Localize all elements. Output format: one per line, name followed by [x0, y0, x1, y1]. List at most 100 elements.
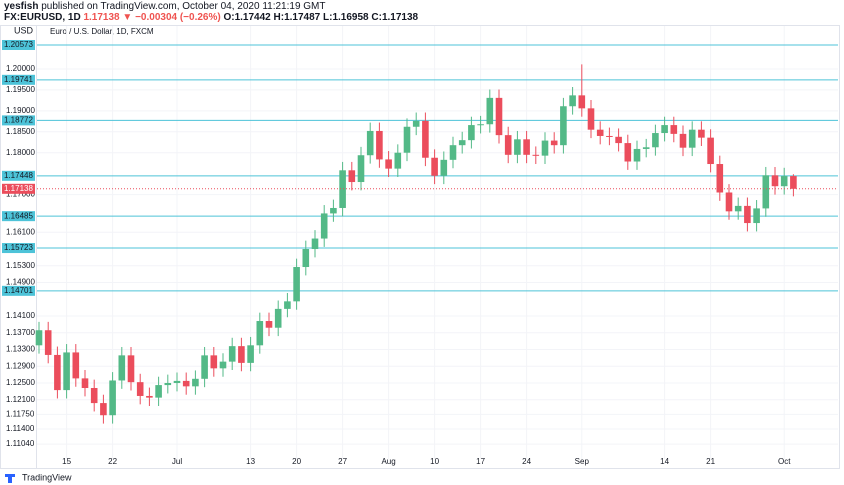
candle-body: [63, 352, 70, 391]
candle-body: [311, 238, 319, 250]
ohlc-close: C:1.17138: [371, 12, 419, 23]
candle-body: [302, 249, 310, 268]
level-label: 1.19741: [4, 75, 33, 84]
y-tick-label: 1.16100: [6, 227, 35, 236]
published: published on TradingView.com, October 04…: [41, 1, 326, 12]
y-tick-label: 1.18500: [6, 127, 35, 136]
candle-body: [72, 352, 80, 379]
x-tick-label: 24: [522, 457, 531, 466]
candle-body: [182, 380, 190, 387]
candle-body: [54, 354, 61, 391]
candle-body: [366, 130, 374, 156]
candle-body: [284, 301, 291, 309]
x-tick-label: Sep: [575, 457, 590, 466]
brand: TradingView: [22, 472, 72, 482]
last-price-label: 1.17138: [4, 184, 33, 193]
candle-body: [431, 157, 438, 176]
candle-body: [587, 108, 595, 130]
candle-body: [440, 159, 448, 176]
candle-body: [762, 175, 770, 209]
candle-body: [661, 125, 668, 134]
axis-currency: USD: [14, 25, 34, 35]
y-tick-label: 1.19000: [6, 106, 35, 115]
x-tick-label: Oct: [778, 457, 791, 466]
candle-body: [155, 385, 162, 398]
candle-body: [394, 152, 402, 169]
x-tick-label: 17: [476, 457, 485, 466]
candle-body: [495, 97, 503, 136]
x-tick-label: 20: [292, 457, 301, 466]
last-price-box: [2, 183, 35, 194]
x-tick-label: 21: [706, 457, 715, 466]
candle-body: [458, 140, 466, 146]
candle-body: [725, 192, 733, 212]
candle-body: [642, 147, 650, 149]
x-tick-label: 10: [430, 457, 439, 466]
ohlc-low: L:1.16958: [323, 12, 369, 23]
y-tick-label: 1.18000: [6, 148, 35, 157]
candle-body: [146, 395, 153, 398]
y-tick-label: 1.11040: [6, 439, 35, 448]
x-tick-label: 27: [338, 457, 347, 466]
y-tick-label: 1.12100: [6, 395, 35, 404]
candle-body: [293, 267, 300, 302]
chart-frame: [0, 25, 840, 469]
last-price: 1.17138: [83, 12, 120, 23]
candle-body: [532, 154, 540, 156]
candle-body: [118, 355, 126, 381]
candle-body: [550, 140, 558, 146]
candle-body: [606, 135, 613, 137]
quote-line: FX:EURUSD, 1D 1.17138 ▼ −0.00304 (−0.26%…: [4, 12, 418, 23]
chart-title: Euro / U.S. Dollar, 1D, FXCM: [50, 27, 154, 36]
y-tick-label: 1.14900: [6, 278, 35, 287]
candle-body: [560, 106, 567, 146]
y-tick-label: 1.13300: [6, 345, 35, 354]
candle-body: [578, 95, 586, 109]
y-tick-label: 1.12900: [6, 361, 35, 370]
candle-body: [247, 345, 254, 363]
candle-body: [670, 125, 678, 134]
candle-body: [376, 130, 383, 160]
level-label-box: [2, 170, 35, 181]
level-label-box: [2, 39, 35, 50]
brand-logo: [5, 474, 15, 483]
candle-body: [790, 176, 797, 189]
candle-body: [348, 170, 356, 183]
candle-body: [633, 148, 641, 162]
y-tick-label: 1.19500: [6, 85, 35, 94]
x-tick-label: Aug: [381, 457, 395, 466]
candle-body: [514, 139, 521, 155]
candle-body: [274, 308, 282, 328]
candle-body: [698, 129, 705, 138]
candle-body: [136, 382, 144, 396]
candle-body: [219, 361, 227, 369]
candle-body: [707, 137, 714, 165]
candle-body: [412, 120, 420, 127]
candle-body: [238, 346, 245, 363]
candle-body: [652, 133, 659, 148]
y-tick-label: 1.13700: [6, 328, 35, 337]
candle-body: [228, 346, 236, 362]
candle-body: [164, 382, 172, 386]
candle-body: [744, 205, 751, 224]
candle-body: [44, 330, 52, 355]
candle-body: [173, 380, 181, 383]
y-tick-label: 1.11400: [6, 424, 35, 433]
candle-body: [615, 136, 622, 144]
y-tick-label: 1.17000: [6, 190, 35, 199]
candle-body: [541, 140, 549, 156]
x-tick-label: 15: [62, 457, 71, 466]
candle-body: [265, 321, 273, 328]
symbol: FX:EURUSD, 1D: [4, 12, 81, 23]
y-tick-label: 1.12500: [6, 378, 35, 387]
candle-body: [109, 380, 116, 416]
candle-body: [385, 159, 392, 169]
candle-body: [357, 155, 365, 183]
x-tick-label: 22: [108, 457, 117, 466]
candle-body: [771, 175, 779, 187]
x-tick-label: Jul: [172, 457, 182, 466]
candle-body: [716, 164, 724, 193]
candle-body: [596, 129, 604, 136]
